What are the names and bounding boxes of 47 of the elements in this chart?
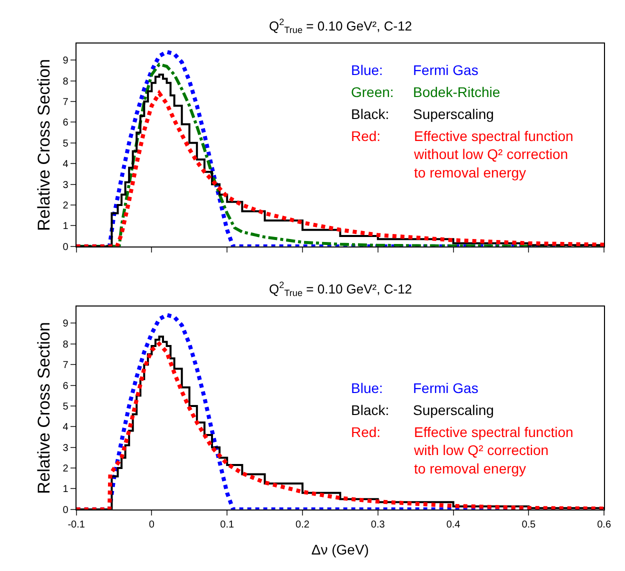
y-tick-label: 2 [62,464,69,475]
annotation: Black: [351,402,390,418]
x-tick-label: 0.3 [370,519,386,530]
chart-title: Q$^{2}$$_{True}$ = 0.10 GeV², C-12 [269,280,412,298]
y-axis-title: Relative Cross Section [34,59,54,231]
text: Superscaling [413,106,494,122]
x-tick-label: 0 [148,519,155,530]
text: Fermi Gas [413,62,478,78]
y-axis-title: Relative Cross Section [34,322,54,494]
y-tick-label: 1 [62,484,69,496]
y-tick-label: 3 [62,180,69,191]
y-tick-label: 7 [62,97,69,108]
y-tick-label: 4 [62,159,69,170]
y-tick-label: 4 [62,422,69,434]
text: Superscaling [413,402,494,418]
y-tick-label: 5 [62,401,69,412]
annotation: Red: [351,424,381,440]
x-tick-label: 0.1 [220,519,234,530]
y-tick-label: 9 [62,318,69,330]
y-tick-label: 8 [62,339,69,350]
x-tick-label: -0.1 [68,519,86,530]
annotation: Red: [351,128,381,144]
y-tick-label: 9 [62,56,69,67]
y-tick-label: 2 [62,200,69,212]
y-tick-label: 8 [62,76,69,88]
chart-title: Q$^{2}$$_{True}$ = 0.10 GeV², C-12 [269,17,412,36]
y-tick-label: 1 [62,221,69,232]
annotation: Blue: [351,380,383,396]
text: Effective spectral function without low Q² correction to removal energy [413,128,574,180]
y-tick-label: 3 [62,442,69,454]
y-tick-label: 0 [62,242,69,253]
x-axis-title: Δν (GeV) [311,542,369,558]
y-tick-label: 0 [62,504,69,516]
y-tick-label: 7 [62,360,69,372]
y-tick-label: 6 [62,118,69,129]
annotation: Green: [351,84,394,100]
x-tick-label: 0.5 [522,519,536,530]
text: Fermi Gas [413,380,478,396]
y-tick-label: 5 [62,138,69,150]
x-tick-label: 0.2 [296,519,310,530]
annotation: Blue: [351,62,383,78]
text: Bodek-Ritchie [413,84,500,100]
annotation: Black: [351,106,390,122]
x-tick-label: 0.6 [597,519,612,530]
x-tick-label: 0.4 [446,519,461,530]
y-tick-label: 6 [62,380,69,392]
series-label: Effective spectral function with low Q² correction to removal energy [413,424,574,476]
